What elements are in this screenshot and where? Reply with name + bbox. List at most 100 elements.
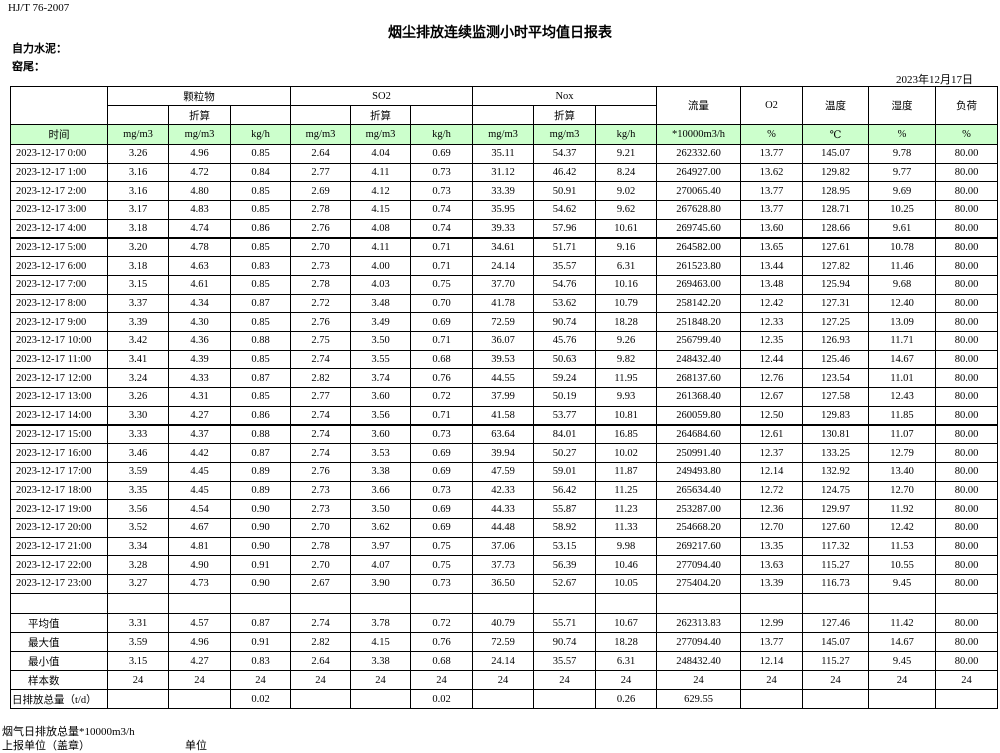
cell: [595, 592, 657, 614]
cell-text: 128.95: [802, 181, 869, 202]
cell-text: 平均值: [10, 613, 108, 633]
cell-text: 35.11: [472, 144, 534, 164]
cell: [410, 105, 473, 125]
cell-text: 50.27: [533, 443, 596, 463]
cell-text: 270065.40: [656, 181, 741, 202]
cell-text: 4.07: [350, 555, 411, 576]
cell-text: 4.15: [350, 200, 411, 220]
cell-text: 0.86: [230, 218, 291, 239]
cell-text: 125.46: [802, 349, 869, 370]
cell-text: 265634.40: [656, 480, 741, 501]
cell-text: 0.87: [230, 368, 291, 389]
cell-text: 2023-12-17 20:00: [10, 518, 108, 538]
cell-text: 0.70: [410, 293, 473, 314]
cell-text: 18.28: [595, 632, 657, 652]
cell-text: 0.73: [410, 181, 473, 202]
cell-text: 4.61: [168, 274, 231, 295]
cell-text: 3.16: [107, 181, 169, 202]
cell-text: 样本数: [10, 670, 108, 690]
cell-text: 4.96: [168, 144, 231, 164]
cell-text: 3.90: [350, 574, 411, 594]
cell-text: 260059.80: [656, 405, 741, 426]
cell-text: 55.71: [533, 613, 596, 633]
cell-text: 12.14: [740, 461, 803, 482]
cell-text: 0.88: [230, 424, 291, 445]
cell-text: 颗粒物: [107, 86, 291, 106]
cell-text: 9.78: [868, 144, 936, 164]
cell-text: 4.63: [168, 256, 231, 276]
cell-text: 3.27: [107, 574, 169, 594]
cell-text: 24: [230, 670, 291, 690]
cell-text: 261523.80: [656, 256, 741, 276]
cell-text: 13.09: [868, 312, 936, 332]
cell-text: 0.69: [410, 518, 473, 538]
cell-text: 80.00: [935, 368, 998, 389]
cell-text: 0.83: [230, 651, 291, 671]
cell-text: 13.48: [740, 274, 803, 295]
cell-text: 80.00: [935, 518, 998, 538]
cell-text: 2.78: [290, 274, 351, 295]
cell-text: 80.00: [935, 405, 998, 426]
cell: [290, 105, 351, 125]
cell-text: 4.03: [350, 274, 411, 295]
cell-text: 3.60: [350, 424, 411, 445]
cell-text: 24: [595, 670, 657, 690]
cell-text: 35.57: [533, 256, 596, 276]
cell-text: %: [740, 124, 803, 145]
cell-text: 12.42: [740, 293, 803, 314]
cell-text: 2023-12-17 5:00: [10, 237, 108, 258]
cell-text: 127.31: [802, 293, 869, 314]
cell-text: 44.33: [472, 499, 534, 519]
cell-text: 127.61: [802, 237, 869, 258]
cell-text: 4.67: [168, 518, 231, 538]
cell-text: 72.59: [472, 312, 534, 332]
cell-text: 52.67: [533, 574, 596, 594]
cell-text: 9.62: [595, 200, 657, 220]
cell-text: 0.69: [410, 144, 473, 164]
cell-text: 2023-12-17 16:00: [10, 443, 108, 463]
cell-text: 0.72: [410, 613, 473, 633]
cell-text: 80.00: [935, 200, 998, 220]
cell-text: 4.39: [168, 349, 231, 370]
cell-text: 115.27: [802, 555, 869, 576]
cell-text: 8.24: [595, 162, 657, 183]
cell-text: 80.00: [935, 424, 998, 445]
cell-text: 0.84: [230, 162, 291, 183]
cell: [107, 592, 169, 614]
cell-text: 3.66: [350, 480, 411, 501]
cell-text: 4.45: [168, 461, 231, 482]
cell-text: 629.55: [656, 689, 741, 709]
cell-text: 9.45: [868, 651, 936, 671]
cell-text: 129.82: [802, 162, 869, 183]
cell-text: 63.64: [472, 424, 534, 445]
cell-text: O2: [740, 86, 803, 125]
cell-text: 44.55: [472, 368, 534, 389]
cell-text: 46.42: [533, 162, 596, 183]
cell-text: 127.58: [802, 387, 869, 407]
cell-text: 24.14: [472, 651, 534, 671]
cell-text: 24: [350, 670, 411, 690]
cell-text: 31.12: [472, 162, 534, 183]
cell-text: 117.32: [802, 536, 869, 557]
cell: [107, 689, 169, 709]
cell-text: 0.74: [410, 218, 473, 239]
cell-text: 11.46: [868, 256, 936, 276]
cell-text: mg/m3: [533, 124, 596, 145]
cell-text: 14.67: [868, 632, 936, 652]
cell-text: 12.40: [868, 293, 936, 314]
cell-text: 11.42: [868, 613, 936, 633]
cell-text: 2.74: [290, 443, 351, 463]
cell-text: 9.61: [868, 218, 936, 239]
cell-text: 9.98: [595, 536, 657, 557]
cell-text: 90.74: [533, 632, 596, 652]
cell-text: 2023-12-17 10:00: [10, 331, 108, 351]
cell: [472, 105, 534, 125]
cell-text: 10.25: [868, 200, 936, 220]
cell-text: 0.76: [410, 632, 473, 652]
cell-text: 24: [740, 670, 803, 690]
cell-text: 84.01: [533, 424, 596, 445]
cell-text: 47.59: [472, 461, 534, 482]
cell-text: 4.83: [168, 200, 231, 220]
cell-text: 3.50: [350, 331, 411, 351]
